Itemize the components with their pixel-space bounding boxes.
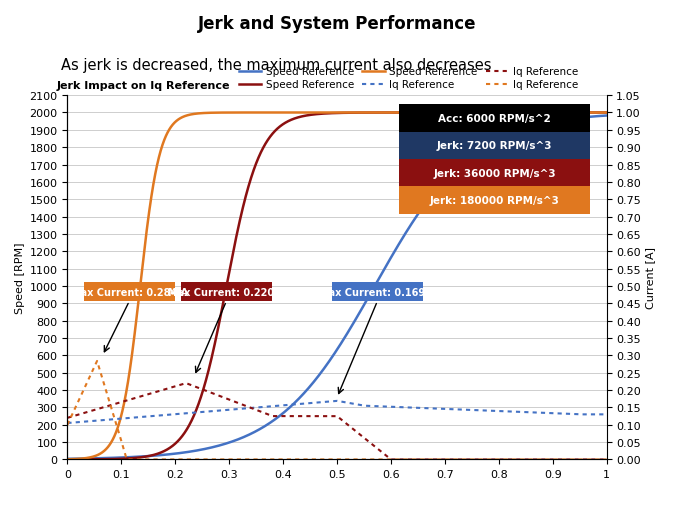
Y-axis label: Speed [RPM]: Speed [RPM] xyxy=(16,242,26,314)
Text: Jerk: 7200 RPM/s^3: Jerk: 7200 RPM/s^3 xyxy=(437,141,553,151)
Text: Max Current: 0.169 A: Max Current: 0.169 A xyxy=(319,287,436,297)
Text: Jerk Impact on Iq Reference: Jerk Impact on Iq Reference xyxy=(57,80,230,90)
Bar xyxy=(399,187,590,214)
Text: Jerk: 180000 RPM/s^3: Jerk: 180000 RPM/s^3 xyxy=(430,195,559,206)
Text: As jerk is decreased, the maximum current also decreases: As jerk is decreased, the maximum curren… xyxy=(61,58,491,73)
Y-axis label: Current [A]: Current [A] xyxy=(645,247,655,309)
Text: Max Current: 0.220 A: Max Current: 0.220 A xyxy=(168,287,285,297)
Bar xyxy=(332,282,423,301)
Text: Jerk and System Performance: Jerk and System Performance xyxy=(197,15,477,33)
Text: Jerk: 36000 RPM/s^3: Jerk: 36000 RPM/s^3 xyxy=(433,168,556,178)
Text: Max Current: 0.284 A: Max Current: 0.284 A xyxy=(71,287,188,297)
Bar xyxy=(399,160,590,187)
Bar xyxy=(84,282,175,301)
Bar xyxy=(181,282,272,301)
Text: Acc: 6000 RPM/s^2: Acc: 6000 RPM/s^2 xyxy=(438,114,551,124)
Bar xyxy=(399,105,590,132)
Legend: Speed Reference, Speed Reference, Speed Reference, Iq Reference, Iq Reference, I: Speed Reference, Speed Reference, Speed … xyxy=(235,63,582,94)
Bar xyxy=(399,132,590,160)
